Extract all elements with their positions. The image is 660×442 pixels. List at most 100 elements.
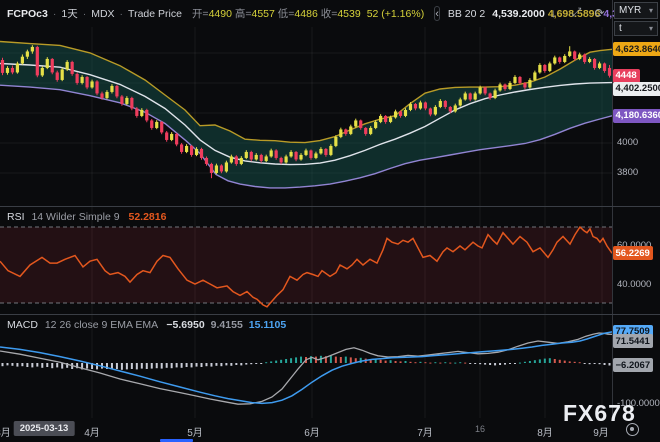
candle xyxy=(80,76,84,83)
candle xyxy=(418,102,423,109)
macd-histogram-bar xyxy=(175,363,178,368)
rsi-label-row[interactable]: RSI 14 Wilder Simple 9 52.2816 xyxy=(7,211,166,223)
candle xyxy=(483,87,487,94)
candle xyxy=(319,148,323,154)
time-axis-label: 7月 xyxy=(417,428,433,439)
candle xyxy=(428,108,432,115)
candle xyxy=(125,97,129,104)
macd-histogram-bar xyxy=(464,362,467,364)
candle xyxy=(284,156,288,163)
candle xyxy=(239,157,243,164)
macd-histogram-bar xyxy=(160,363,163,369)
time-axis-label: 6月 xyxy=(304,428,320,439)
macd-histogram-bar xyxy=(588,363,591,365)
candle xyxy=(289,151,293,157)
macd-histogram-bar xyxy=(543,358,546,363)
rsi-pane-canvas[interactable] xyxy=(0,207,612,315)
candle xyxy=(568,51,572,56)
price-type-label: Trade Price xyxy=(128,7,182,20)
candle xyxy=(165,132,169,140)
rsi-axis-badge: 56.2269 xyxy=(612,246,653,261)
macd-pane-canvas[interactable] xyxy=(0,315,612,418)
macd-histogram-bar xyxy=(379,359,382,363)
macd-histogram-bar xyxy=(494,363,497,366)
macd-histogram-bar xyxy=(399,361,402,363)
price-scale-axis[interactable] xyxy=(612,0,660,418)
candle xyxy=(374,121,378,128)
candle xyxy=(224,162,228,172)
candle xyxy=(448,106,452,112)
macd-histogram-bar xyxy=(235,363,238,365)
candle xyxy=(314,153,318,158)
macd-histogram-bar xyxy=(583,363,586,364)
unit-dropdown[interactable]: t ▾ xyxy=(614,21,658,36)
macd-histogram-bar xyxy=(513,363,516,364)
bollinger-lower-line xyxy=(0,84,612,189)
macd-label-row[interactable]: MACD 12 26 close 9 EMA EMA −5.6950 9.4155… xyxy=(7,319,286,331)
chart-header: FCPOc3 · 1天 · MDX · Trade Price 开=4490 高… xyxy=(0,0,656,27)
macd-histogram-bar xyxy=(324,356,327,363)
candle xyxy=(135,108,139,116)
symbol-title[interactable]: FCPOc3 xyxy=(7,7,48,20)
bb-indicator-label[interactable]: BB 20 2 xyxy=(447,7,486,20)
candle xyxy=(488,93,492,98)
candle xyxy=(160,121,164,133)
candle xyxy=(184,145,189,152)
price-axis-badge: 4448 xyxy=(612,68,640,83)
candle xyxy=(20,56,24,64)
macd-histogram-bar xyxy=(91,363,94,369)
candle xyxy=(214,165,219,173)
macd-line xyxy=(0,332,612,405)
candle xyxy=(498,84,502,91)
macd-histogram-bar xyxy=(548,358,551,363)
candle xyxy=(478,87,482,94)
macd-histogram-bar xyxy=(334,356,337,363)
candle xyxy=(120,96,124,104)
candle xyxy=(269,150,273,157)
macd-histogram-bar xyxy=(349,357,352,363)
candle xyxy=(155,121,159,128)
macd-histogram-bar xyxy=(578,362,581,364)
horizontal-scrollbar[interactable] xyxy=(160,439,193,442)
macd-histogram-bar xyxy=(518,362,521,364)
refresh-icon[interactable]: ⟳ xyxy=(594,5,605,20)
interval-label[interactable]: 1天 xyxy=(61,8,78,20)
candle xyxy=(115,85,119,97)
macd-histogram-bar xyxy=(479,363,482,365)
macd-histogram-bar xyxy=(135,363,138,370)
macd-histogram-bar xyxy=(180,363,183,368)
macd-histogram-bar xyxy=(165,363,168,368)
macd-histogram-bar xyxy=(558,359,561,363)
candle xyxy=(592,58,597,68)
price-axis-badge: 4,623.8640 xyxy=(612,42,660,57)
fullscreen-icon[interactable]: ⤢ xyxy=(571,5,582,19)
candle xyxy=(388,117,393,122)
pane-divider[interactable] xyxy=(0,206,660,207)
candle xyxy=(204,157,209,164)
macd-histogram-bar xyxy=(538,359,541,363)
candle xyxy=(354,120,358,127)
candle xyxy=(264,156,268,161)
candle xyxy=(40,67,44,76)
scroll-to-realtime-button[interactable] xyxy=(626,423,639,436)
macd-histogram-bar xyxy=(424,362,427,364)
candle xyxy=(453,105,457,112)
candle xyxy=(573,51,577,59)
candle xyxy=(607,67,612,76)
macd-histogram-bar xyxy=(210,363,213,367)
collapse-indicators-button[interactable]: ‹ xyxy=(434,6,440,21)
macd-histogram-bar xyxy=(414,362,417,364)
time-scale-axis[interactable]: 3月 4月 5月 6月 7月 16 8月 9月 2025-03-13 xyxy=(0,418,660,442)
candle xyxy=(344,129,348,134)
candle xyxy=(199,148,204,158)
macd-histogram-bar xyxy=(140,363,143,369)
bollinger-fill xyxy=(0,41,612,188)
currency-dropdown[interactable]: MYR ▾ xyxy=(614,2,658,19)
pane-divider[interactable] xyxy=(0,314,660,315)
price-pane-canvas[interactable] xyxy=(0,27,612,207)
download-icon[interactable]: ↓ xyxy=(550,5,557,20)
rsi-params: 14 Wilder Simple 9 xyxy=(31,211,120,223)
separator: · xyxy=(119,7,124,20)
macd-histogram-bar xyxy=(314,356,317,363)
candle xyxy=(0,60,5,73)
